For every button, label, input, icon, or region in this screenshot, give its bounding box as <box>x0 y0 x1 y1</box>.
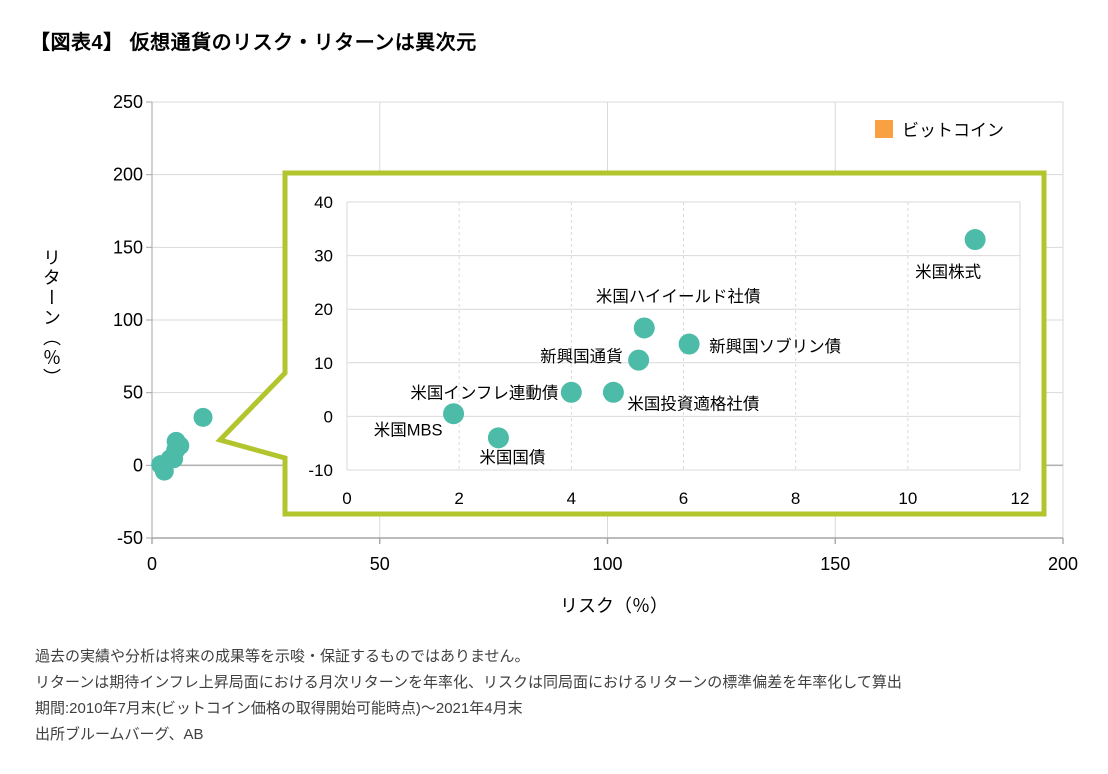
footnote-source: 出所ブルームバーグ、AB <box>35 726 204 743</box>
main-point-em_sovereign <box>170 436 190 456</box>
main-y-tick-label: 250 <box>113 92 143 112</box>
inset-point-label-us_ig_corp: 米国投資適格社債 <box>627 394 759 413</box>
inset-y-tick-label: 20 <box>314 300 333 319</box>
inset-x-tick-label: 10 <box>898 489 917 508</box>
inset-x-tick-label: 4 <box>567 489 576 508</box>
main-y-tick-label: 50 <box>123 383 143 403</box>
footnote-disclaimer: 過去の実績や分析は将来の成果等を示唆・保証するものではありません。 <box>35 648 530 665</box>
inset-point-us_treasury <box>487 427 509 449</box>
main-x-tick-label: 150 <box>820 554 850 574</box>
inset-point-label-us_tips: 米国インフレ連動債 <box>410 383 558 402</box>
footnotes: 過去の実績や分析は将来の成果等を示唆・保証するものではありません。 リターンは期… <box>35 644 1095 748</box>
inset-point-us_ig_corp <box>602 381 624 403</box>
inset-point-label-us_equities: 米国株式 <box>915 263 981 282</box>
inset-point-label-em_sovereign: 新興国ソブリン債 <box>709 336 841 356</box>
x-axis-title: リスク（％） <box>560 596 668 616</box>
inset-point-label-us_treasury: 米国国債 <box>479 448 545 467</box>
main-y-tick-label: 100 <box>113 310 143 330</box>
inset-y-tick-label: 40 <box>314 193 333 212</box>
inset-point-em_sovereign <box>678 333 700 355</box>
inset-y-tick-label: 30 <box>314 247 333 266</box>
legend-bitcoin: ビットコイン <box>875 116 1004 141</box>
page-title: 【図表4】 仮想通貨のリスク・リターンは異次元 <box>30 32 477 54</box>
inset-x-tick-label: 0 <box>342 489 351 508</box>
inset-point-em_currency <box>628 349 650 371</box>
inset-x-tick-label: 12 <box>1011 489 1030 508</box>
inset-point-label-us_high_yield: 米国ハイイールド社債 <box>596 287 761 306</box>
inset-x-tick-label: 8 <box>791 489 800 508</box>
inset-x-tick-label: 6 <box>679 489 688 508</box>
main-x-tick-label: 100 <box>592 554 622 574</box>
main-x-tick-label: 50 <box>370 554 390 574</box>
main-x-tick-label: 0 <box>147 554 157 574</box>
footnote-methodology: リターンは期待インフレ上昇局面における月次リターンを年率化、リスクは同局面におけ… <box>35 674 902 691</box>
inset-x-tick-label: 2 <box>454 489 463 508</box>
main-y-tick-label: -50 <box>117 528 143 548</box>
y-axis-title: リターン（％） <box>41 248 61 388</box>
main-x-tick-label: 200 <box>1048 554 1078 574</box>
inset-point-us_high_yield <box>633 317 655 339</box>
inset-point-label-us_mbs: 米国MBS <box>374 421 443 440</box>
inset-point-label-em_currency: 新興国通貨 <box>540 347 623 366</box>
footnote-period: 期間:2010年7月末(ビットコイン価格の取得開始可能時点)〜2021年4月末 <box>35 700 523 717</box>
inset-y-tick-label: 0 <box>324 407 333 426</box>
main-y-tick-label: 200 <box>113 165 143 185</box>
inset-point-us_equities <box>964 229 986 251</box>
inset-y-tick-label: 10 <box>314 354 333 373</box>
inset-point-us_tips <box>560 381 582 403</box>
inset-y-tick-label: -10 <box>308 461 333 480</box>
main-point-us_equities <box>193 407 213 427</box>
legend-swatch-bitcoin-icon <box>875 119 893 138</box>
inset-point-us_mbs <box>443 403 465 425</box>
main-y-tick-label: 150 <box>113 237 143 257</box>
legend-label-bitcoin: ビットコイン <box>902 121 1004 140</box>
main-y-tick-label: 0 <box>133 455 143 475</box>
